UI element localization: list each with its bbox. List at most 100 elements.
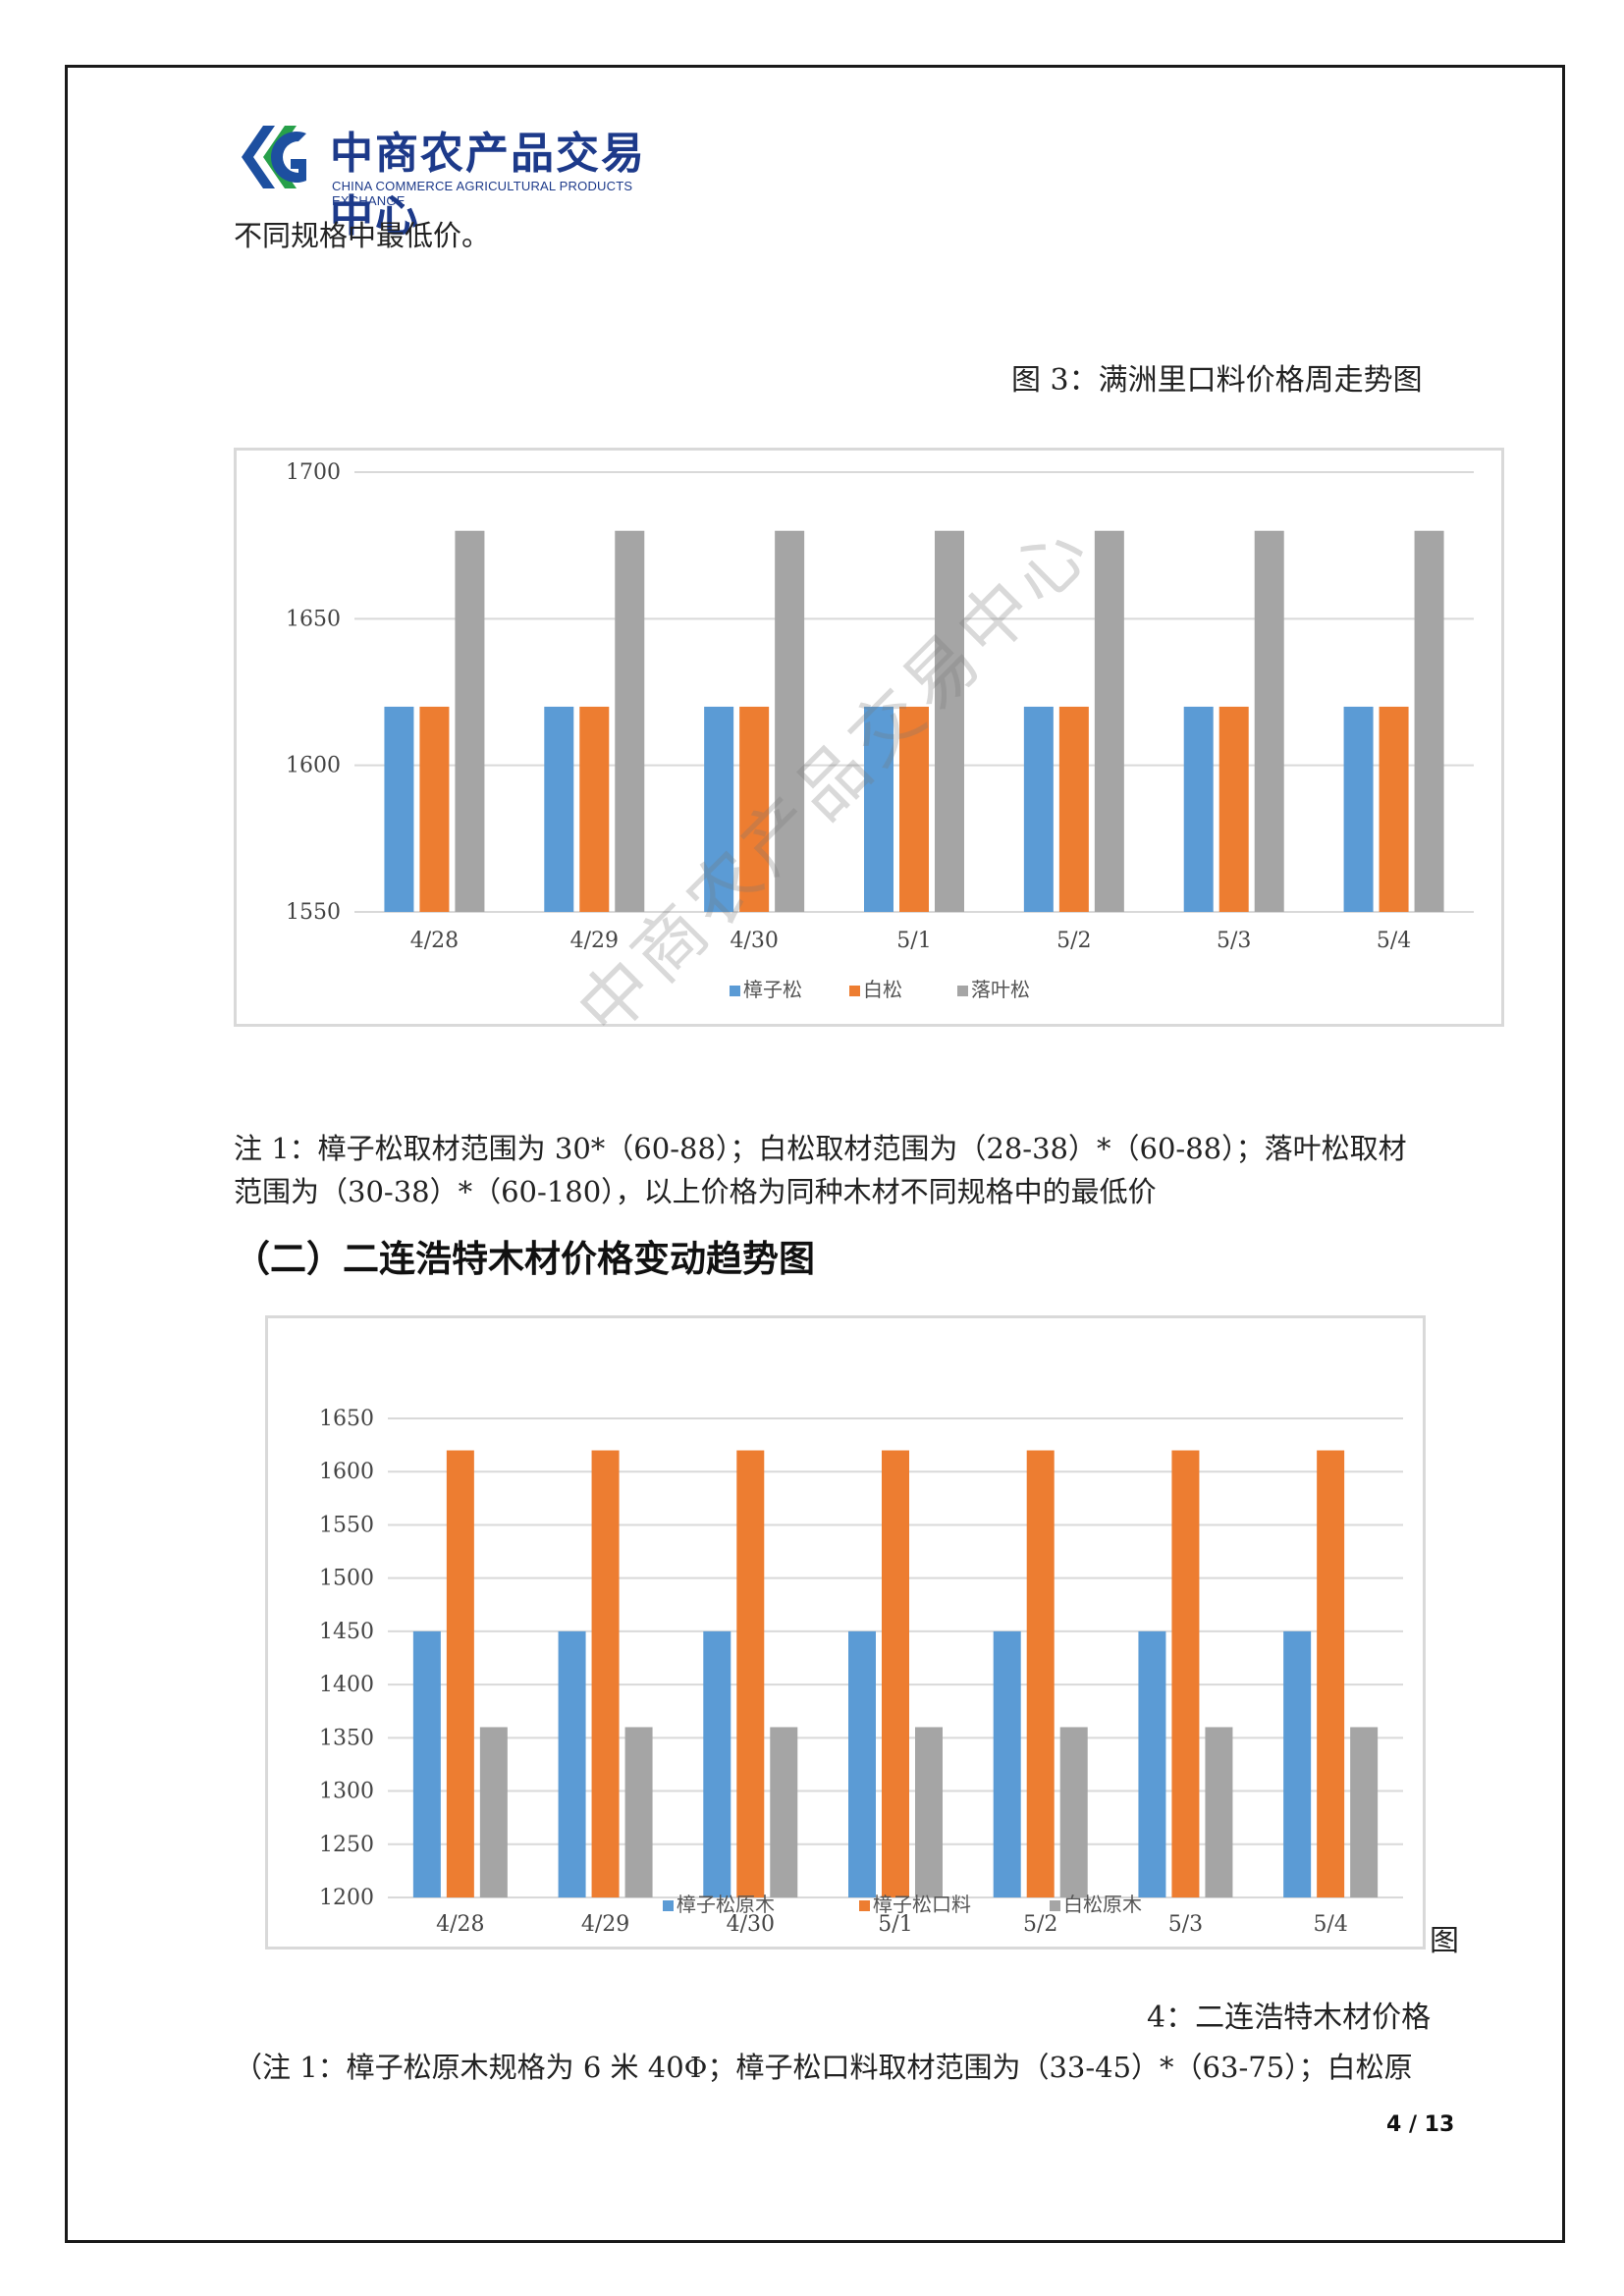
x-tick-label: 5/1 [896,929,931,953]
figure4-caption: 4：二连浩特木材价格 [1147,2001,1432,2035]
legend-swatch [1050,1900,1060,1911]
figure3-caption: 图 3：满洲里口料价格周走势图 [1011,363,1423,398]
bar-白松原木-4/30 [770,1727,798,1897]
bar-白松原木-5/1 [915,1727,943,1897]
bar-樟子松原木-5/4 [1283,1630,1312,1897]
chart2-svg: 1200 1250 1300 1350 1400 1450 1500 1550 1600 1650… [319,1407,1403,1937]
legend-label: 樟子松原木 [677,1893,775,1916]
x-tick-label: 4/28 [410,929,459,953]
x-tick-label: 4/29 [581,1912,629,1937]
y-tick-label: 1300 [319,1780,374,1804]
bar-樟子松原木-4/29 [558,1630,586,1897]
bar-白松原木-4/29 [624,1727,653,1897]
page-border [65,65,1565,2243]
intro-text: 不同规格中最低价。 [234,219,491,252]
x-tick-label: 4/28 [436,1912,484,1937]
section2-title: （二）二连浩特木材价格变动趋势图 [234,1238,815,1280]
y-tick-label: 1650 [319,1407,374,1431]
y-tick-label: 1350 [319,1726,374,1750]
bar-樟子松口料-5/4 [1317,1450,1345,1897]
logo-mark-icon [242,126,306,188]
y-tick-label: 1600 [319,1460,374,1484]
chart1-svg: 1550 1600 1650 1700 4/28 4/29 4/30 5/1 5/2 5/3 5/4… [286,460,1474,1001]
y-tick-label: 1400 [319,1673,374,1697]
y-tick-label: 1600 [286,754,341,778]
bar-白松-5/2 [1058,706,1089,912]
bar-樟子松口料-5/2 [1026,1450,1055,1897]
bar-白松-4/30 [739,706,770,912]
x-tick-label: 5/1 [878,1912,912,1937]
x-tick-label: 5/3 [1168,1912,1203,1937]
bar-樟子松口料-4/29 [591,1450,620,1897]
bar-白松原木-5/2 [1059,1727,1088,1897]
bar-白松-5/1 [899,706,929,912]
note1-line1: 注 1：樟子松取材范围为 30*（60-88）；白松取材范围为（28-38）*（… [234,1132,1407,1165]
bar-樟子松原木-4/30 [703,1630,731,1897]
bar-樟子松原木-5/3 [1138,1630,1166,1897]
legend-swatch [957,986,968,996]
bar-落叶松-5/1 [935,530,964,912]
bar-樟子松原木-5/1 [848,1630,876,1897]
bar-樟子松口料-4/28 [446,1450,474,1897]
bar-樟子松原木-5/2 [993,1630,1021,1897]
note1-line2: 范围为（30-38）*（60-180），以上价格为同种木材不同规格中的最低价 [234,1175,1157,1208]
figure4-caption-suffix: 图 [1430,1924,1459,1958]
y-tick-label: 1700 [286,460,341,485]
y-tick-label: 1500 [319,1567,374,1591]
legend-swatch [730,986,740,996]
legend-label: 白松原木 [1063,1893,1142,1916]
bar-樟子松-4/30 [704,706,734,912]
x-tick-label: 5/3 [1217,929,1251,953]
y-tick-label: 1200 [319,1886,374,1910]
bar-樟子松-5/2 [1023,706,1054,912]
x-tick-label: 5/2 [1056,929,1091,953]
y-tick-label: 1650 [286,607,341,631]
bar-白松-5/4 [1379,706,1409,912]
chart-erlianhaote: 1200 1250 1300 1350 1400 1450 1500 1550 1600 1650… [265,1315,1426,1949]
company-logo: 中商农产品交易中心 CHINA COMMERCE AGRICULTURAL PR… [236,118,668,241]
bar-白松原木-5/3 [1205,1727,1233,1897]
x-tick-label: 4/30 [727,1912,775,1937]
x-tick-label: 4/29 [570,929,619,953]
chart-manzhouli: 1550 1600 1650 1700 4/28 4/29 4/30 5/1 5/2 5/3 5/4… [234,448,1504,1027]
page-number: 4 / 13 [1386,2112,1455,2137]
y-tick-label: 1250 [319,1833,374,1857]
legend-swatch [859,1900,870,1911]
bar-樟子松-5/3 [1183,706,1214,912]
bar-落叶松-4/30 [775,530,805,912]
bar-白松原木-4/28 [479,1727,508,1897]
bar-落叶松-4/29 [615,530,645,912]
y-tick-label: 1450 [319,1620,374,1644]
bar-白松-4/29 [579,706,610,912]
logo-chinese-name: 中商农产品交易中心 [330,129,646,241]
legend-swatch [849,986,860,996]
y-tick-label: 1550 [286,900,341,925]
bar-樟子松口料-5/1 [882,1450,909,1897]
legend-label: 樟子松 [743,978,802,1001]
legend-swatch [663,1900,674,1911]
legend-label: 落叶松 [971,978,1030,1001]
bar-落叶松-5/3 [1254,530,1284,912]
bar-樟子松原木-4/28 [412,1630,441,1897]
bar-樟子松-4/29 [544,706,574,912]
bar-白松-5/3 [1218,706,1249,912]
bar-落叶松-5/2 [1094,530,1124,912]
note2-line1: （注 1：樟子松原木规格为 6 米 40Φ；樟子松口料取材范围为（33-45）*… [234,2051,1413,2084]
bar-樟子松口料-5/3 [1171,1450,1200,1897]
bar-白松-4/28 [419,706,450,912]
y-tick-label: 1550 [319,1513,374,1537]
legend-label: 樟子松口料 [873,1893,971,1916]
bar-落叶松-5/4 [1414,530,1444,912]
bar-白松原木-5/4 [1350,1727,1379,1897]
bar-樟子松-4/28 [384,706,414,912]
x-tick-label: 5/4 [1313,1912,1347,1937]
bar-落叶松-4/28 [455,530,485,912]
bar-樟子松口料-4/30 [736,1450,765,1897]
legend-label: 白松 [863,978,902,1001]
x-tick-label: 5/4 [1377,929,1411,953]
x-tick-label: 4/30 [730,929,778,953]
bar-樟子松-5/1 [864,706,893,912]
x-tick-label: 5/2 [1023,1912,1057,1937]
logo-english-name: CHINA COMMERCE AGRICULTURAL PRODUCTS EXC… [332,179,633,208]
bar-樟子松-5/4 [1343,706,1374,912]
